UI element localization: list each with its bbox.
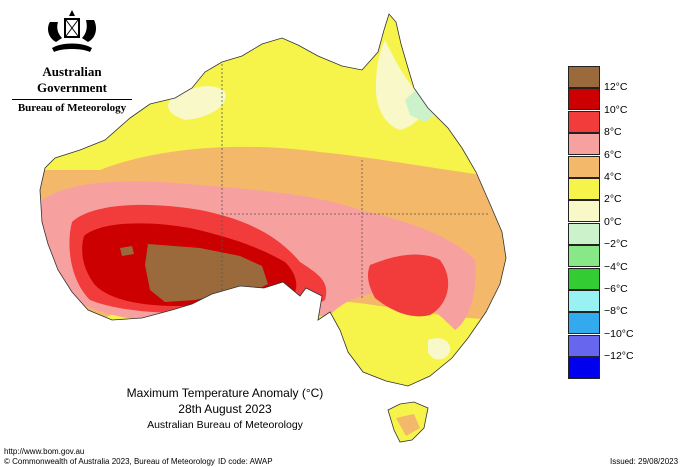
legend-swatch <box>568 245 600 268</box>
legend-label: 4°C <box>604 171 622 183</box>
footer-issued: Issued: 29/08/2023 <box>610 457 679 466</box>
legend-label: 10°C <box>604 103 628 116</box>
legend-swatch <box>568 110 600 133</box>
footer-copyright: © Commonwealth of Australia 2023, Bureau… <box>4 457 215 466</box>
agency-name: Bureau of Meteorology <box>17 102 127 114</box>
legend-label: 0°C <box>604 215 622 228</box>
map-credit: Australian Bureau of Meteorology <box>147 419 303 431</box>
legend-swatch <box>568 290 600 312</box>
legend-swatch <box>568 357 600 380</box>
legend-label: 12°C <box>604 81 628 94</box>
government-logo-block: Australian Government Bureau of Meteorol… <box>8 8 136 114</box>
footer-url[interactable]: http://www.bom.gov.au <box>4 447 85 456</box>
coat-of-arms-icon <box>48 10 96 52</box>
legend-swatch <box>568 222 600 245</box>
government-name: Australian Government <box>36 64 108 95</box>
footer-id-code: ID code: AWAP <box>218 457 273 466</box>
legend-swatch <box>568 88 600 111</box>
legend-label: 6°C <box>604 148 622 161</box>
map-title: Maximum Temperature Anomaly (°C) <box>126 386 324 400</box>
header-divider <box>12 99 132 100</box>
legend-label: −10°C <box>604 327 634 340</box>
legend-swatch <box>568 200 600 223</box>
legend-swatch <box>568 66 600 88</box>
legend-swatch <box>568 133 600 156</box>
legend-swatch <box>568 267 600 290</box>
legend-label: −2°C <box>604 238 628 251</box>
legend-label: 2°C <box>604 193 622 206</box>
legend-label: −6°C <box>604 283 628 295</box>
legend-swatch <box>568 155 600 178</box>
legend-label: 8°C <box>604 126 622 139</box>
legend-swatch <box>568 312 600 335</box>
legend-swatch <box>568 334 600 357</box>
map-caption: Maximum Temperature Anomaly (°C) 28th Au… <box>90 386 360 431</box>
map-date: 28th August 2023 <box>178 402 272 416</box>
legend-label: −8°C <box>604 305 628 318</box>
legend-label: −4°C <box>604 260 628 273</box>
legend-label: −12°C <box>604 350 634 363</box>
legend-swatch <box>568 178 600 200</box>
